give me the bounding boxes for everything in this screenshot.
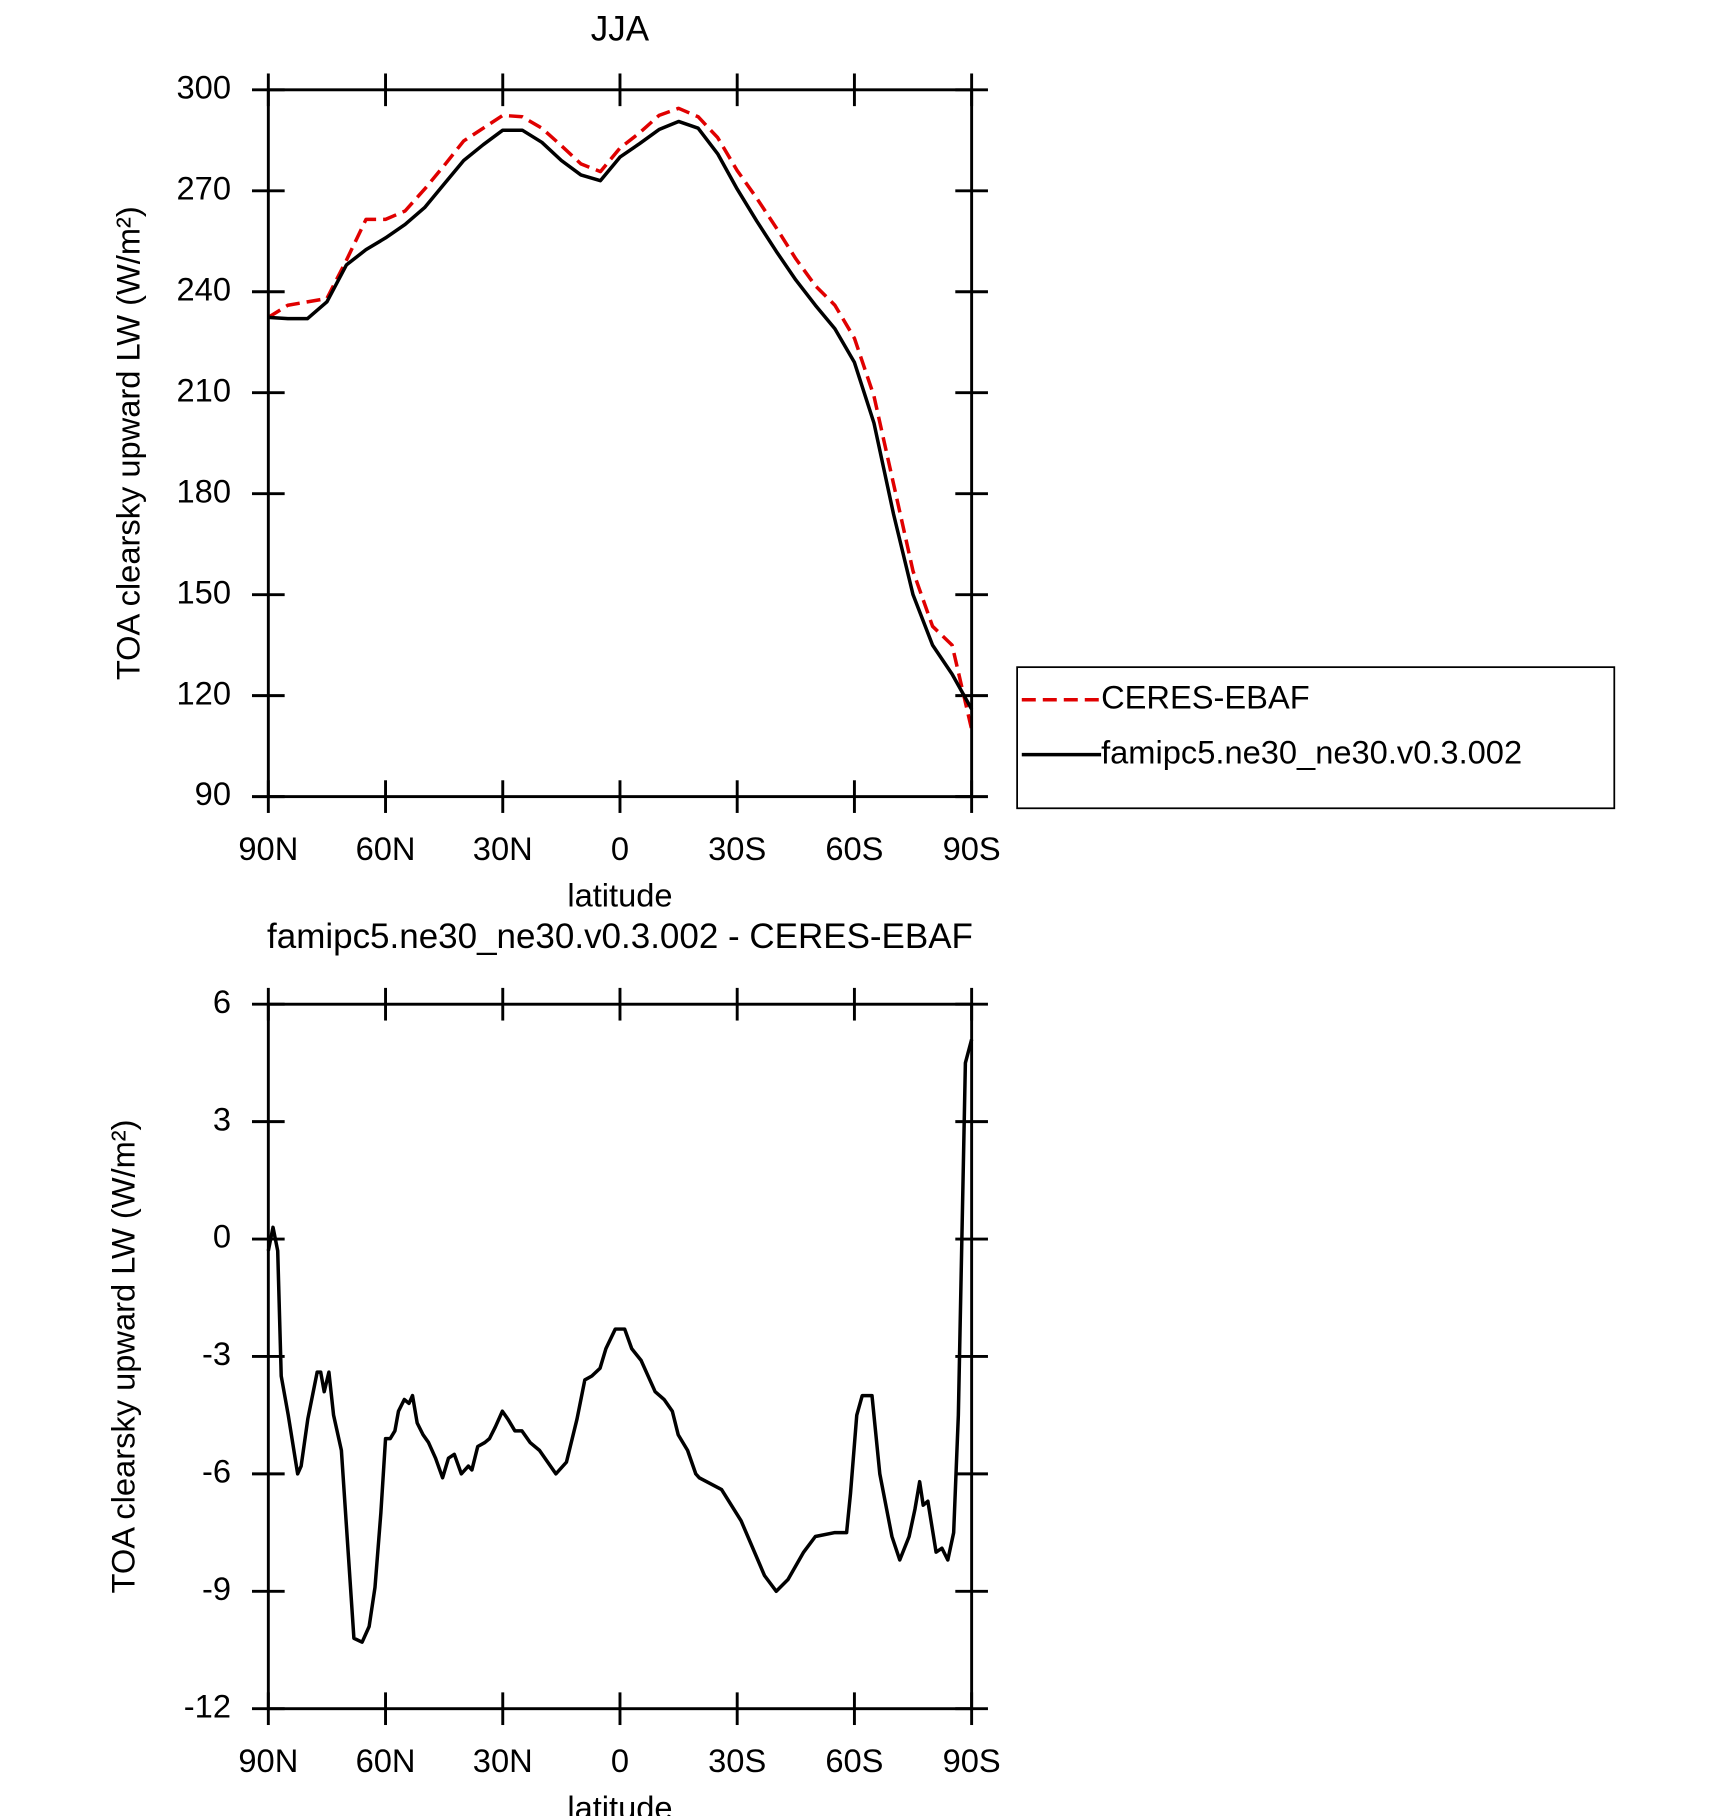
y-tick-label: -9 xyxy=(202,1570,231,1607)
y-axis-label: TOA clearsky upward LW (W/m²) xyxy=(109,206,146,680)
y-tick-label: -12 xyxy=(184,1687,231,1724)
data-line xyxy=(267,106,974,730)
x-tick-label: 60S xyxy=(825,1742,883,1779)
y-tick-label: -3 xyxy=(202,1335,231,1372)
x-tick-label: 0 xyxy=(611,1742,629,1779)
legend-label: famipc5.ne30_ne30.v0.3.002 xyxy=(1101,733,1522,770)
y-tick-label: 0 xyxy=(213,1218,231,1255)
x-tick-label: 90N xyxy=(238,830,298,867)
y-tick-label: 300 xyxy=(177,68,231,105)
x-tick-label: 30N xyxy=(473,1742,533,1779)
x-tick-label: 90S xyxy=(943,1742,1001,1779)
x-tick-label: 60N xyxy=(356,830,416,867)
y-tick-label: 120 xyxy=(177,674,231,711)
y-tick-label: 6 xyxy=(213,983,231,1020)
data-line xyxy=(266,1038,974,1644)
x-tick-label: 0 xyxy=(611,830,629,867)
plot-frame xyxy=(266,88,974,799)
legend-label: CERES-EBAF xyxy=(1101,678,1310,715)
y-tick-label: 270 xyxy=(177,169,231,206)
x-axis-label: latitude xyxy=(567,877,672,914)
y-tick-label: 150 xyxy=(177,573,231,610)
x-tick-label: 30S xyxy=(708,830,766,867)
y-tick-label: 90 xyxy=(195,775,231,812)
y-axis-label: TOA clearsky upward LW (W/m²) xyxy=(105,1119,142,1593)
legend-box xyxy=(1016,666,1616,810)
x-tick-label: 60S xyxy=(825,830,883,867)
x-tick-label: 90N xyxy=(238,1742,298,1779)
chart-title: famipc5.ne30_ne30.v0.3.002 - CERES-EBAF xyxy=(267,917,973,956)
x-tick-label: 60N xyxy=(356,1742,416,1779)
plot-frame xyxy=(266,1002,974,1711)
chart-title: JJA xyxy=(591,10,650,49)
y-tick-label: 3 xyxy=(213,1100,231,1137)
x-axis-label: latitude xyxy=(567,1789,672,1816)
data-line xyxy=(268,119,974,710)
x-tick-label: 30N xyxy=(473,830,533,867)
x-tick-label: 90S xyxy=(943,830,1001,867)
y-tick-label: 240 xyxy=(177,270,231,307)
y-tick-label: 210 xyxy=(177,371,231,408)
x-tick-label: 30S xyxy=(708,1742,766,1779)
y-tick-label: -6 xyxy=(202,1452,231,1489)
y-tick-label: 180 xyxy=(177,472,231,509)
